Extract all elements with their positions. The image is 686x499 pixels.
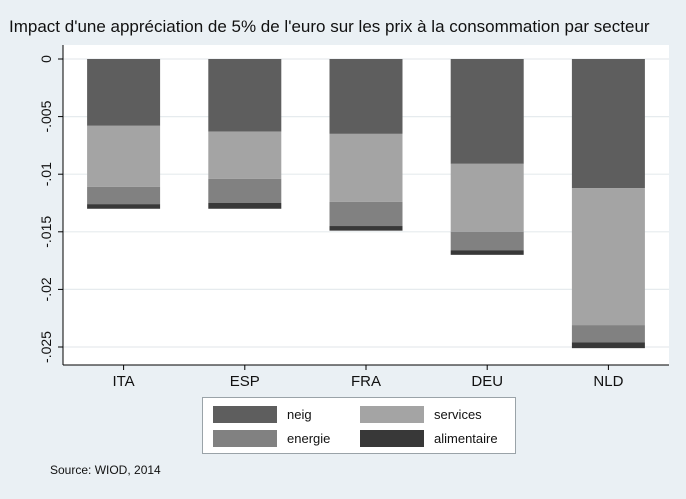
- x-tick-label: ITA: [112, 373, 134, 390]
- bar-services-deu: [450, 163, 524, 232]
- legend: neig services energie alimentaire: [202, 397, 516, 454]
- bar-alimentaire-esp: [208, 203, 282, 209]
- y-tick-label: -.005: [38, 100, 54, 132]
- bar-neig-deu: [450, 59, 524, 164]
- bar-neig-fra: [329, 59, 403, 134]
- bar-alimentaire-deu: [450, 250, 524, 255]
- bar-alimentaire-ita: [87, 204, 161, 209]
- x-tick-label: ESP: [230, 373, 260, 390]
- x-tick-label: NLD: [593, 373, 623, 390]
- x-tick-label: FRA: [351, 373, 381, 390]
- legend-label-alimentaire: alimentaire: [434, 431, 498, 446]
- legend-swatch-alimentaire: [360, 430, 424, 447]
- bar-energie-deu: [450, 231, 524, 251]
- bar-services-esp: [208, 131, 282, 179]
- legend-label-energie: energie: [287, 431, 331, 446]
- legend-swatch-neig: [213, 406, 277, 423]
- legend-swatch-energie: [213, 430, 277, 447]
- bar-services-nld: [571, 188, 645, 326]
- bar-neig-ita: [87, 59, 161, 126]
- y-tick-label: -.01: [38, 162, 54, 186]
- y-tick-label: 0: [38, 55, 54, 63]
- bar-energie-nld: [571, 325, 645, 343]
- legend-swatch-services: [360, 406, 424, 423]
- bar-energie-fra: [329, 201, 403, 227]
- y-tick-label: -.02: [38, 277, 54, 301]
- y-tick-label: -.025: [38, 331, 54, 363]
- legend-label-neig: neig: [287, 407, 312, 422]
- y-tick-label: -.015: [38, 216, 54, 248]
- x-tick-label: DEU: [471, 373, 503, 390]
- bar-alimentaire-fra: [329, 226, 403, 231]
- legend-label-services: services: [434, 407, 482, 422]
- bar-neig-esp: [208, 59, 282, 132]
- bar-services-fra: [329, 133, 403, 202]
- source-note: Source: WIOD, 2014: [50, 463, 161, 477]
- bar-neig-nld: [571, 59, 645, 189]
- bar-alimentaire-nld: [571, 342, 645, 349]
- bar-services-ita: [87, 125, 161, 187]
- chart-title: Impact d'une appréciation de 5% de l'eur…: [9, 17, 650, 36]
- bar-energie-ita: [87, 186, 161, 205]
- bar-energie-esp: [208, 178, 282, 203]
